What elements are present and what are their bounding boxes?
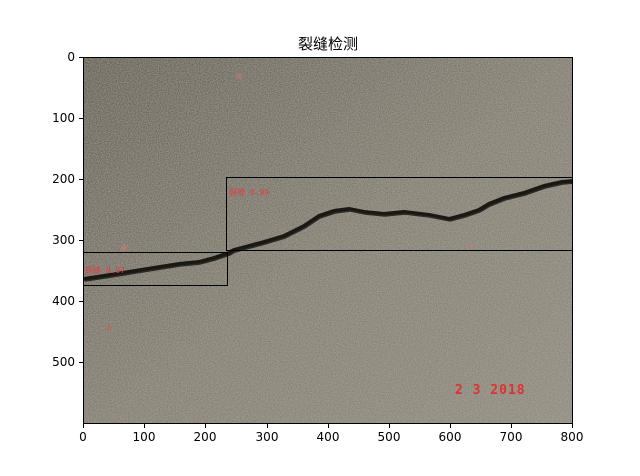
x-tick-label: 800	[560, 430, 584, 444]
x-tick-label: 300	[255, 430, 279, 444]
y-tick-label: 0	[67, 50, 75, 64]
y-tick-label: 400	[52, 294, 75, 308]
x-tick-label: 500	[377, 430, 401, 444]
y-tick-label: 300	[52, 233, 75, 247]
road-image	[84, 58, 572, 423]
detection-box-2	[84, 252, 228, 286]
y-tick-label: 100	[52, 111, 75, 125]
y-tick-label: 500	[52, 355, 75, 369]
date-stamp: 2 3 2018	[455, 383, 526, 398]
figure-title: 裂缝检测	[297, 35, 358, 53]
image-axes: 裂缝 0.99 裂缝 0.97 2 3 2018	[83, 57, 573, 424]
x-tick-label: 400	[316, 430, 340, 444]
detection-label-1: 裂缝 0.99	[229, 188, 270, 197]
x-tick-label: 700	[499, 430, 523, 444]
detection-label-2: 裂缝 0.97	[85, 266, 126, 275]
x-tick-label: 600	[438, 430, 462, 444]
x-tick-label: 200	[193, 430, 217, 444]
detection-box-1	[226, 177, 572, 251]
y-tick-label: 200	[52, 172, 75, 186]
x-tick-label: 100	[132, 430, 156, 444]
x-tick-label: 0	[79, 430, 87, 444]
crack	[84, 179, 572, 281]
